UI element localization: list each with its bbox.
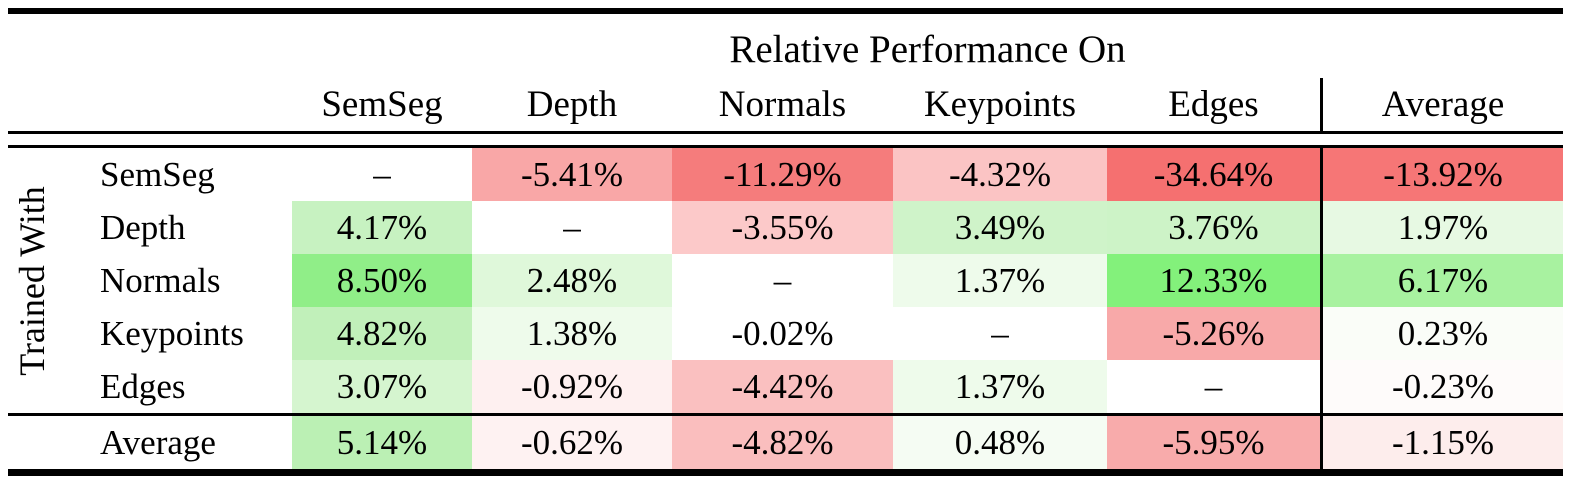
table-cell: -5.41% — [472, 148, 672, 201]
table-cell: 3.07% — [292, 360, 472, 413]
table-cell-average: -1.15% — [1320, 416, 1563, 469]
col-header-semseg: SemSeg — [321, 84, 443, 125]
table-cell: -5.26% — [1107, 307, 1320, 360]
table-cell: – — [1107, 360, 1320, 413]
table-cell: 0.48% — [893, 416, 1107, 469]
table-cell: -0.92% — [472, 360, 672, 413]
row-axis-label: Trained With — [11, 185, 52, 376]
row-header-normals: Normals — [100, 260, 221, 300]
col-header-keypoints: Keypoints — [923, 84, 1077, 125]
row-header-average: Average — [100, 422, 216, 462]
table-cell: -3.55% — [672, 201, 893, 254]
table-cell: – — [893, 307, 1107, 360]
table-cell: 1.37% — [893, 254, 1107, 307]
table-cell-average: -0.23% — [1320, 360, 1563, 413]
bottom-rule — [8, 469, 1563, 476]
table-cell: 3.76% — [1107, 201, 1320, 254]
col-header-average: Average — [1320, 78, 1563, 131]
header-spacer — [8, 78, 292, 131]
row-header-semseg: SemSeg — [100, 154, 215, 194]
table-body: Trained With SemSeg – -5.41% -11.29% -4.… — [8, 148, 1563, 413]
table-cell: -0.02% — [672, 307, 893, 360]
row-header-depth: Depth — [100, 207, 186, 247]
header-rule-2 — [8, 145, 1563, 148]
table-cell: – — [292, 148, 472, 201]
row-header-keypoints: Keypoints — [100, 313, 244, 353]
table-cell: 8.50% — [292, 254, 472, 307]
table-cell: 5.14% — [292, 416, 472, 469]
row-header-edges: Edges — [100, 366, 186, 406]
table-cell: 3.49% — [893, 201, 1107, 254]
col-header-normals: Normals — [718, 84, 847, 125]
col-header-depth: Depth — [526, 84, 618, 125]
performance-table: Relative Performance On SemSeg Depth Nor… — [8, 0, 1563, 476]
table-cell: 4.82% — [292, 307, 472, 360]
table-cell: -5.95% — [1107, 416, 1320, 469]
col-header-edges: Edges — [1168, 84, 1259, 125]
table-cell: – — [472, 201, 672, 254]
table-title: Relative Performance On — [729, 27, 1126, 71]
row-axis-label-container: Trained With — [8, 148, 55, 413]
table-cell: 1.38% — [472, 307, 672, 360]
header-rule-1 — [8, 131, 1563, 134]
column-header-row: SemSeg Depth Normals Keypoints Edges Ave… — [8, 78, 1563, 131]
table-cell-average: 6.17% — [1320, 254, 1563, 307]
table-cell: -4.82% — [672, 416, 893, 469]
table-cell: -11.29% — [672, 148, 893, 201]
header-rule-gap — [8, 134, 1563, 145]
table-cell: – — [672, 254, 893, 307]
table-cell: -4.32% — [893, 148, 1107, 201]
table-cell: 4.17% — [292, 201, 472, 254]
table-cell-average: 0.23% — [1320, 307, 1563, 360]
table-cell: -34.64% — [1107, 148, 1320, 201]
table-cell: -4.42% — [672, 360, 893, 413]
average-separator-rule — [8, 413, 1563, 416]
table-cell-average: -13.92% — [1320, 148, 1563, 201]
top-rule — [8, 8, 1563, 14]
table-cell: 12.33% — [1107, 254, 1320, 307]
table-cell-average: 1.97% — [1320, 201, 1563, 254]
table-cell: -0.62% — [472, 416, 672, 469]
average-row: Average 5.14% -0.62% -4.82% 0.48% -5.95%… — [8, 416, 1563, 469]
title-row: Relative Performance On — [8, 14, 1563, 78]
table-cell: 2.48% — [472, 254, 672, 307]
table-cell: 1.37% — [893, 360, 1107, 413]
